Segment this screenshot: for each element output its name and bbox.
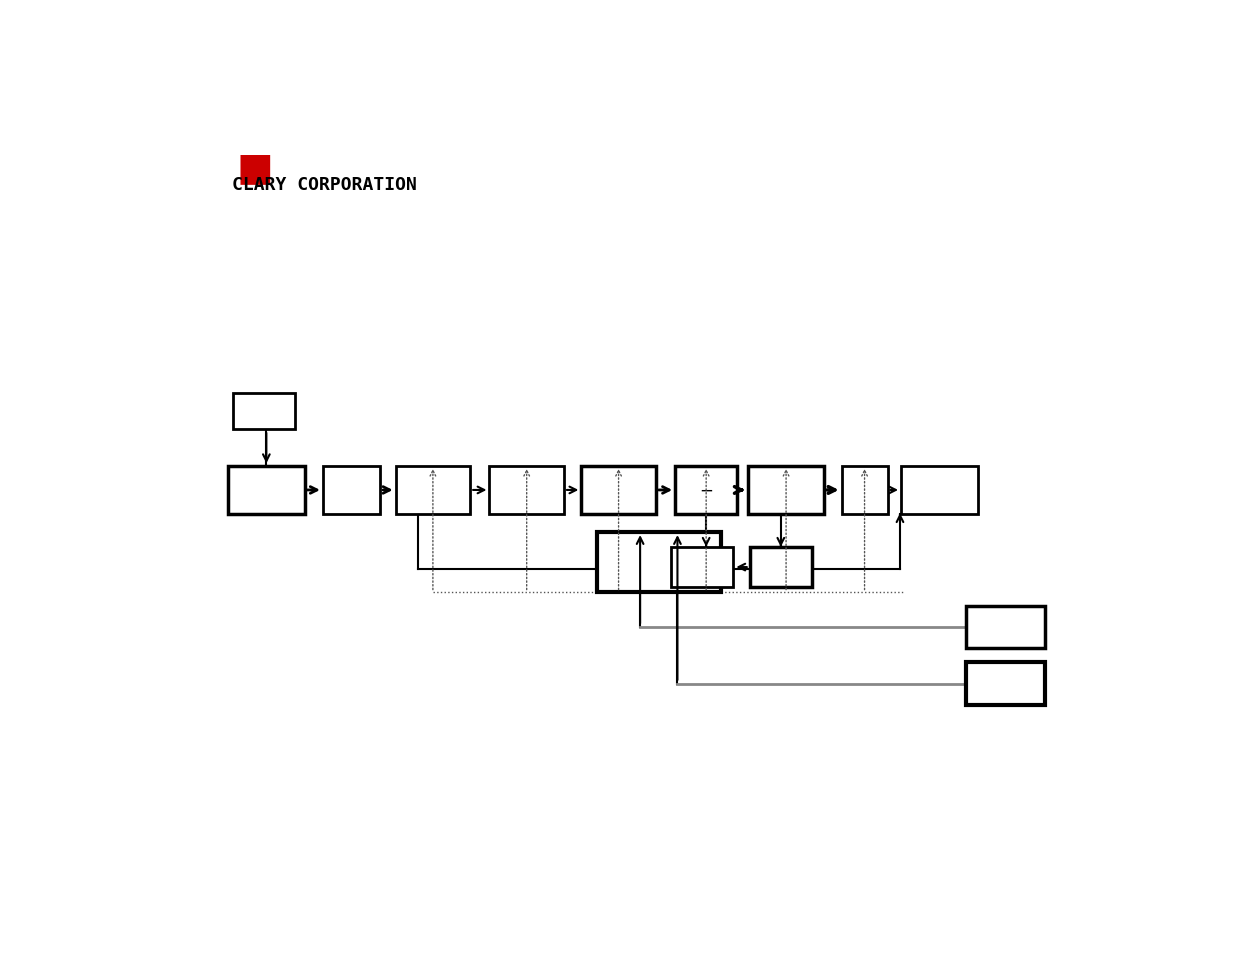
- Bar: [233, 394, 295, 430]
- Bar: [597, 533, 721, 593]
- Bar: [841, 467, 888, 515]
- Bar: [966, 662, 1045, 705]
- Bar: [748, 467, 825, 515]
- Bar: [395, 467, 471, 515]
- Text: −: −: [699, 481, 713, 499]
- Bar: [489, 467, 564, 515]
- Bar: [228, 467, 305, 515]
- Text: ■: ■: [237, 149, 273, 187]
- Bar: [582, 467, 656, 515]
- Text: CLARY CORPORATION: CLARY CORPORATION: [232, 176, 416, 194]
- Bar: [672, 547, 734, 588]
- Bar: [750, 547, 811, 588]
- Bar: [676, 467, 737, 515]
- Bar: [900, 467, 977, 515]
- Bar: [322, 467, 380, 515]
- Bar: [966, 606, 1045, 649]
